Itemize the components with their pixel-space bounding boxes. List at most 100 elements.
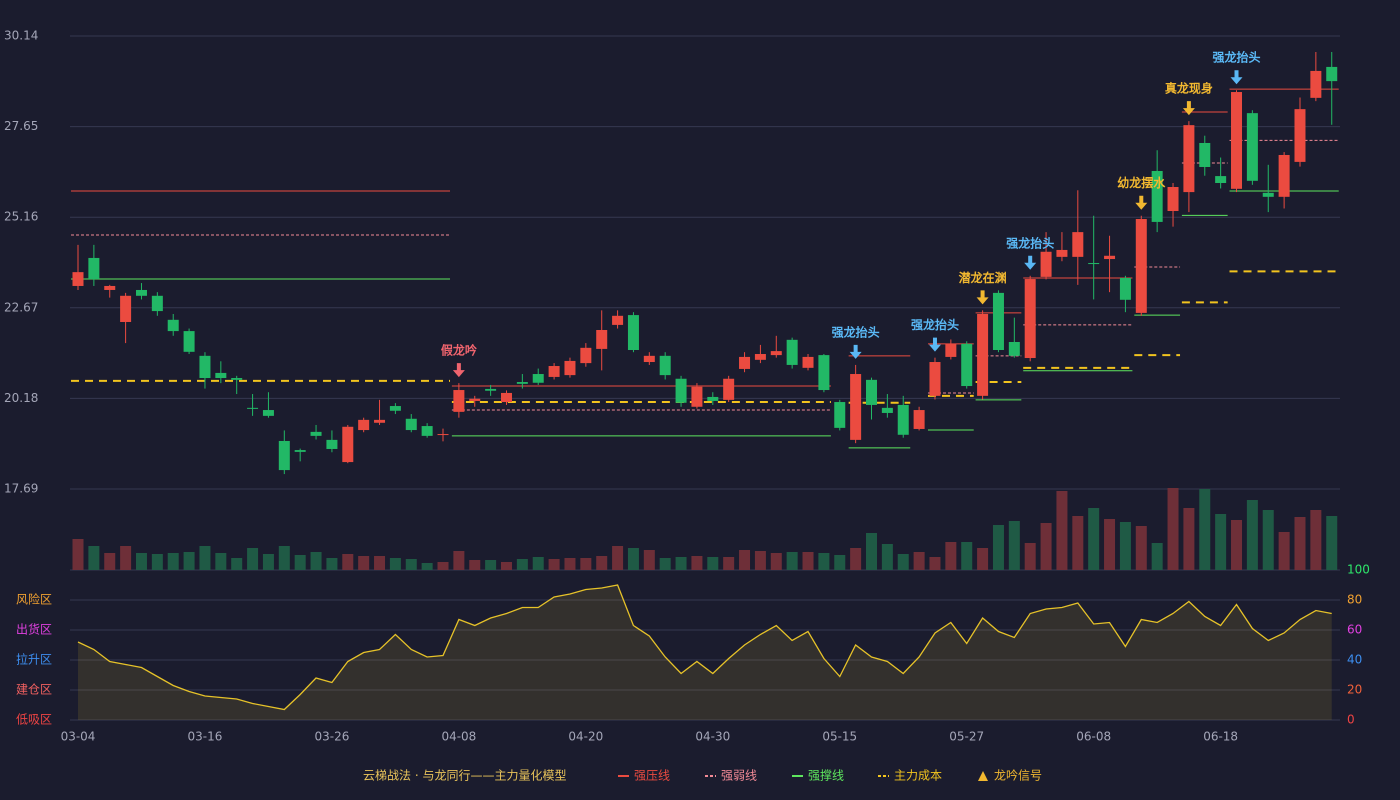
candle-body <box>1231 92 1243 189</box>
candle-body <box>627 315 639 351</box>
candle-body <box>1024 279 1036 359</box>
volume-bar <box>961 542 973 570</box>
candle-body <box>1278 154 1290 197</box>
candle-body <box>548 366 560 377</box>
y-tick-label: 17.69 <box>4 482 38 496</box>
candle-body <box>881 407 893 413</box>
volume-bar <box>1326 516 1338 570</box>
candle-body <box>183 331 195 352</box>
volume-bar <box>516 559 528 570</box>
volume-bar <box>1008 521 1020 570</box>
x-tick-label: 06-18 <box>1203 730 1238 744</box>
volume-bar <box>104 553 116 570</box>
candle-body <box>374 419 386 423</box>
indicator-area <box>78 585 1332 720</box>
legend-label: 龙吟信号 <box>994 768 1042 783</box>
volume-bar <box>754 551 766 570</box>
volume-bar <box>1088 508 1100 570</box>
volume-bar <box>167 553 179 570</box>
volume-bar <box>1104 519 1116 570</box>
candle-body <box>485 388 497 391</box>
candle-body <box>929 362 941 396</box>
volume-bar <box>627 548 639 570</box>
volume-bar <box>294 555 306 570</box>
zone-label: 风险区 <box>16 592 52 607</box>
candle-body <box>310 431 322 436</box>
candle-body <box>469 398 481 401</box>
candle-body <box>151 295 163 312</box>
volume-bar <box>1294 517 1306 570</box>
indicator-tick-label: 20 <box>1347 683 1362 697</box>
candle-body <box>1199 142 1211 167</box>
zone-label: 建仓区 <box>16 683 52 697</box>
candle-body <box>516 382 528 384</box>
y-tick-label: 27.65 <box>4 119 38 133</box>
volume-bar <box>469 560 481 570</box>
candle-body <box>1167 187 1179 212</box>
volume-bar <box>215 553 227 570</box>
x-tick-label: 03-16 <box>188 730 223 744</box>
signal-arrow <box>452 363 465 378</box>
candle-body <box>1246 113 1258 181</box>
volume-bar <box>739 550 751 570</box>
signal-arrow <box>849 344 862 359</box>
volume-bar <box>1199 489 1211 570</box>
candle-body <box>1056 249 1068 257</box>
candle-body <box>342 426 354 463</box>
candle-body <box>1104 255 1116 260</box>
candle-body <box>1008 342 1020 356</box>
candle-body <box>913 410 925 429</box>
candle-body <box>992 292 1004 351</box>
candle-body <box>612 315 624 325</box>
legend-icon <box>978 771 988 781</box>
volume-bar <box>929 557 941 570</box>
volume-bar <box>818 553 830 570</box>
candle-body <box>580 347 592 364</box>
volume-bar <box>374 556 386 570</box>
volume-bar <box>151 554 163 570</box>
signal-arrow <box>1230 70 1243 85</box>
zone-label: 低吸区 <box>16 713 52 727</box>
volume-bar <box>389 558 401 570</box>
indicator-line <box>77 584 1332 711</box>
candle-body <box>1040 251 1052 277</box>
candle-body <box>104 285 116 290</box>
volume-bar <box>1167 488 1179 570</box>
volume-bar <box>278 546 290 570</box>
candle-body <box>675 378 687 403</box>
candle-body <box>500 392 512 403</box>
legend-label: 强撑线 <box>808 768 844 783</box>
candle-body <box>945 343 957 357</box>
candle-body <box>1215 176 1227 183</box>
signal-arrow <box>928 337 941 352</box>
indicator-tick-label: 40 <box>1347 653 1362 667</box>
volume-bar <box>802 552 814 570</box>
legend-label: 主力成本 <box>894 769 942 783</box>
candle-body <box>723 378 735 400</box>
volume-bar <box>596 556 608 570</box>
candle-body <box>1326 66 1338 82</box>
candle-body <box>866 379 877 405</box>
volume-bar <box>500 562 512 570</box>
volume-bar <box>992 525 1004 570</box>
volume-bar <box>405 559 417 570</box>
candle-body <box>770 351 782 356</box>
volume-bar <box>691 556 703 570</box>
volume-bar <box>548 559 560 570</box>
volume-bar <box>675 557 687 570</box>
candle-body <box>1294 109 1306 162</box>
candle-body <box>262 410 274 416</box>
indicator-tick-label: 60 <box>1347 623 1362 637</box>
candle-body <box>389 406 401 411</box>
candle-body <box>1183 125 1195 193</box>
volume-bar <box>1310 510 1322 570</box>
candle-body <box>358 419 370 431</box>
volume-bar <box>786 552 798 570</box>
volume-bar <box>1262 510 1274 570</box>
volume-bar <box>770 553 782 570</box>
signal-label: 潜龙在渊 <box>959 270 1007 285</box>
volume-bar <box>421 563 433 570</box>
volume-bar <box>1278 532 1290 570</box>
x-tick-label: 04-08 <box>441 730 476 744</box>
candle-body <box>707 396 719 401</box>
